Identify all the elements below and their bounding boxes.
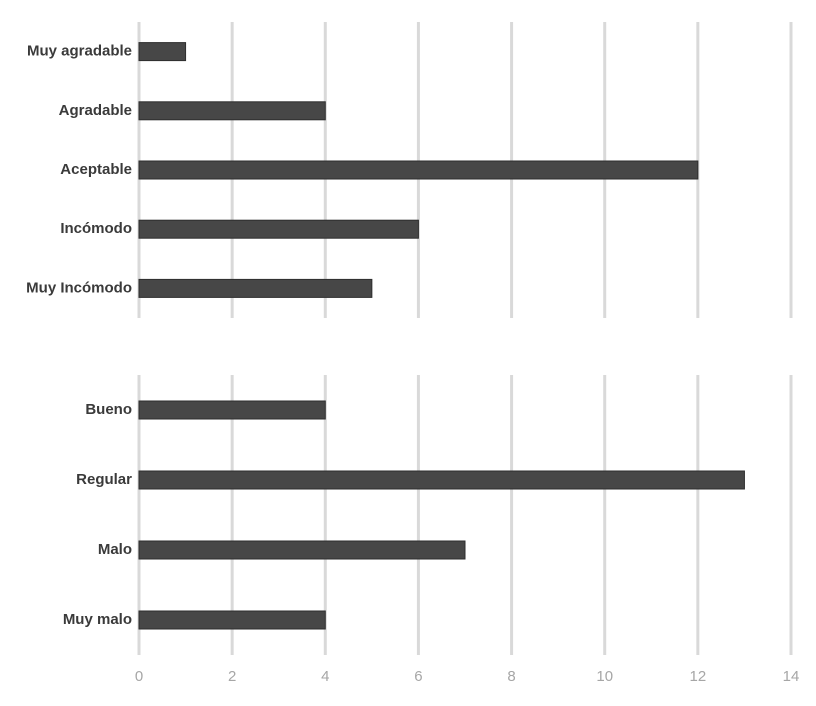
y-tick-label: Bueno <box>85 401 132 418</box>
y-tick-label: Muy agradable <box>27 43 132 60</box>
y-tick-label: Muy Incómodo <box>26 279 132 296</box>
bar <box>138 400 326 420</box>
x-tick-label: 6 <box>414 668 422 685</box>
x-tick-label: 12 <box>690 668 707 685</box>
y-tick-label: Incómodo <box>60 220 132 237</box>
bar <box>138 278 373 298</box>
y-tick-label: Aceptable <box>60 161 132 178</box>
x-tick-label: 14 <box>783 668 800 685</box>
bar <box>138 610 326 630</box>
bar <box>138 160 699 180</box>
y-tick-label: Agradable <box>59 102 132 119</box>
bar <box>138 470 745 490</box>
bar <box>138 101 326 121</box>
y-tick-label: Muy malo <box>63 611 132 628</box>
x-tick-label: 8 <box>507 668 515 685</box>
x-tick-label: 0 <box>135 668 143 685</box>
x-tick-label: 10 <box>596 668 613 685</box>
y-tick-label: Regular <box>76 471 132 488</box>
bar <box>138 42 187 62</box>
bar <box>138 540 466 560</box>
x-tick-label: 2 <box>228 668 236 685</box>
bar <box>138 219 419 239</box>
x-tick-label: 4 <box>321 668 329 685</box>
y-tick-label: Malo <box>98 541 132 558</box>
